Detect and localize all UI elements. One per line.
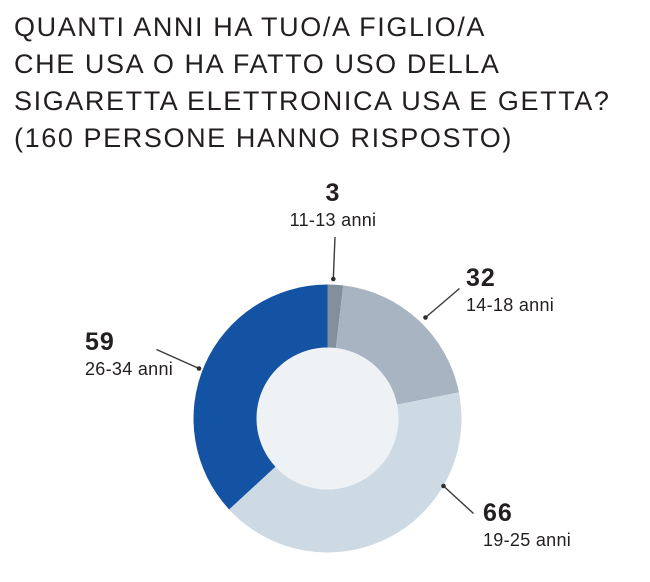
title-line-1: QUANTI ANNI HA TUO/A FIGLIO/A <box>14 12 486 42</box>
segment-value-26-34: 59 <box>85 328 115 356</box>
title-line-2: CHE USA O HA FATTO USO DELLA <box>14 49 501 79</box>
donut-segment-14-18-anni <box>335 285 459 405</box>
callout-line-26-34-anni <box>156 348 202 371</box>
title-line-3: SIGARETTA ELETTRONICA USA E GETTA? <box>14 86 611 116</box>
segment-category-14-18: 14-18 anni <box>466 295 555 315</box>
donut-segment-19-25-anni <box>229 392 462 553</box>
segment-label-14-18-anni: 32 14-18 anni <box>466 264 555 315</box>
segment-value-19-25: 66 <box>483 499 513 527</box>
segment-label-19-25-anni: 66 19-25 anni <box>483 499 572 550</box>
segment-category-26-34: 26-34 anni <box>85 359 174 379</box>
segment-value-14-18: 32 <box>466 264 496 292</box>
donut-hole <box>256 347 399 490</box>
segment-label-26-34-anni: 59 26-34 anni <box>85 328 174 379</box>
segment-value-11-13: 3 <box>325 179 341 207</box>
segment-category-19-25: 19-25 anni <box>483 530 572 550</box>
donut-segment-11-13-anni <box>327 284 344 348</box>
segment-label-11-13-anni: 3 11-13 anni <box>273 179 393 230</box>
title-line-4: (160 PERSONE HANNO RISPOSTO) <box>14 123 513 153</box>
callout-lines <box>156 236 474 515</box>
callout-line-14-18-anni <box>423 287 460 320</box>
segment-category-11-13: 11-13 anni <box>289 210 377 230</box>
callout-line-11-13-anni <box>330 236 336 282</box>
chart-title: QUANTI ANNI HA TUO/A FIGLIO/A CHE USA O … <box>14 9 611 157</box>
donut-segment-26-34-anni <box>193 284 328 510</box>
donut-segments <box>193 284 462 553</box>
callout-line-19-25-anni <box>441 483 474 515</box>
